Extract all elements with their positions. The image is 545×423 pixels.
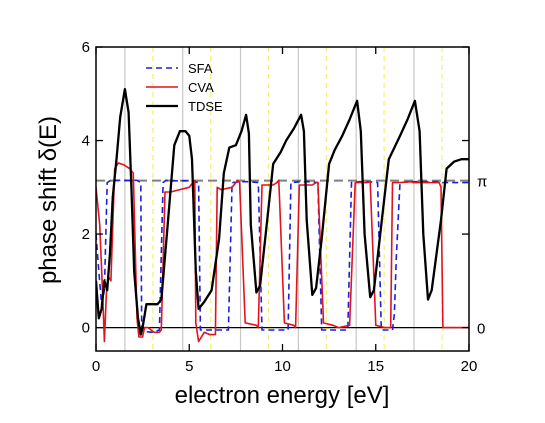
x-axis-label: electron energy [eV] [175, 382, 390, 409]
x-tick-label: 10 [274, 358, 291, 375]
y-tick-label: 4 [82, 133, 90, 150]
x-tick-label: 20 [461, 358, 478, 375]
x-tick-label: 0 [92, 358, 100, 375]
right-axis-label: 0 [477, 321, 485, 338]
series-line-sfa [96, 179, 469, 334]
y-tick-label: 0 [82, 320, 90, 337]
y-tick-label: 6 [82, 39, 90, 56]
plot-frame [95, 46, 470, 352]
x-tick-label: 5 [185, 358, 193, 375]
y-tick-label: 2 [82, 226, 90, 243]
right-axis-label: π [477, 174, 487, 191]
y-axis-label: phase shift δ(E) [35, 116, 62, 284]
legend-label-sfa: SFA [188, 61, 213, 76]
axis-ticks: 0 5 10 15 20 0 2 4 6 π 0 [82, 39, 488, 375]
series-layer [96, 87, 469, 343]
series-line-tdse [96, 87, 469, 336]
legend-label-cva: CVA [188, 80, 214, 95]
reference-lines [96, 179, 469, 329]
legend-label-tdse: TDSE [188, 99, 223, 114]
x-tick-label: 15 [367, 358, 384, 375]
series-line-cva [96, 162, 469, 343]
legend: SFA CVA TDSE [146, 61, 223, 114]
